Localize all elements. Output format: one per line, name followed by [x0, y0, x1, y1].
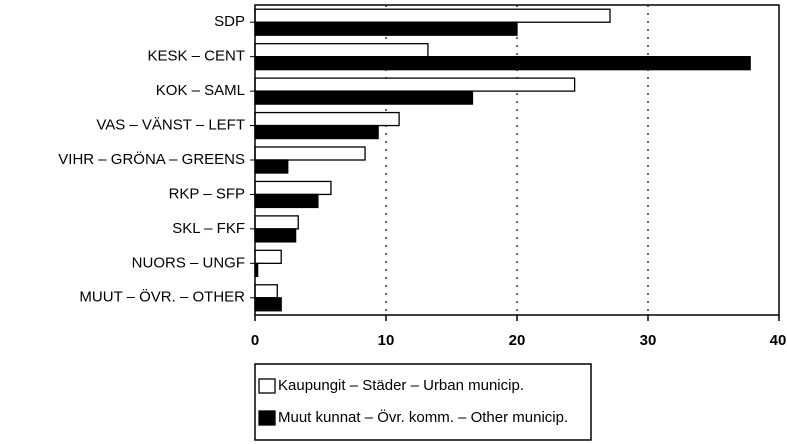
bar	[254, 228, 297, 243]
bar	[254, 124, 379, 140]
x-tick-label: 0	[251, 332, 259, 349]
legend-box	[254, 363, 592, 441]
x-tick-label: 30	[640, 332, 657, 349]
bar	[254, 193, 319, 209]
y-tick-label: RKP – SFP	[169, 185, 245, 202]
bar	[254, 180, 332, 196]
y-tick-label: SKL – FKF	[172, 220, 245, 237]
bar	[254, 215, 299, 230]
legend-swatch	[258, 378, 276, 394]
bar	[254, 43, 429, 58]
bar	[254, 56, 751, 71]
legend-swatch	[258, 410, 276, 426]
bar	[254, 77, 576, 92]
bar	[254, 159, 289, 174]
plot-frame	[254, 4, 780, 316]
bar	[254, 90, 474, 105]
bar	[254, 297, 282, 312]
x-tick-label: 40	[770, 332, 787, 349]
y-tick-label: SDP	[214, 13, 245, 30]
y-tick-label: VIHR – GRÖNA – GREENS	[58, 150, 245, 168]
legend-label: Kaupungit – Städer – Urban municip.	[278, 377, 524, 394]
bar	[254, 146, 366, 161]
bar	[254, 111, 400, 127]
bar	[254, 8, 611, 23]
y-tick-label: KESK – CENT	[147, 48, 245, 65]
bar	[254, 21, 518, 36]
legend-label: Muut kunnat – Övr. komm. – Other municip…	[278, 408, 568, 426]
y-tick-label: MUUT – ÖVR. – OTHER	[79, 288, 245, 306]
y-tick-label: KOK – SAML	[156, 82, 245, 99]
y-tick-label: VAS – VÄNST – LEFT	[96, 117, 245, 134]
bar	[254, 249, 282, 264]
x-tick-label: 20	[509, 332, 526, 349]
y-tick-label: NUORS – UNGF	[132, 254, 245, 271]
x-tick-label: 10	[378, 332, 395, 349]
bar	[254, 284, 278, 299]
